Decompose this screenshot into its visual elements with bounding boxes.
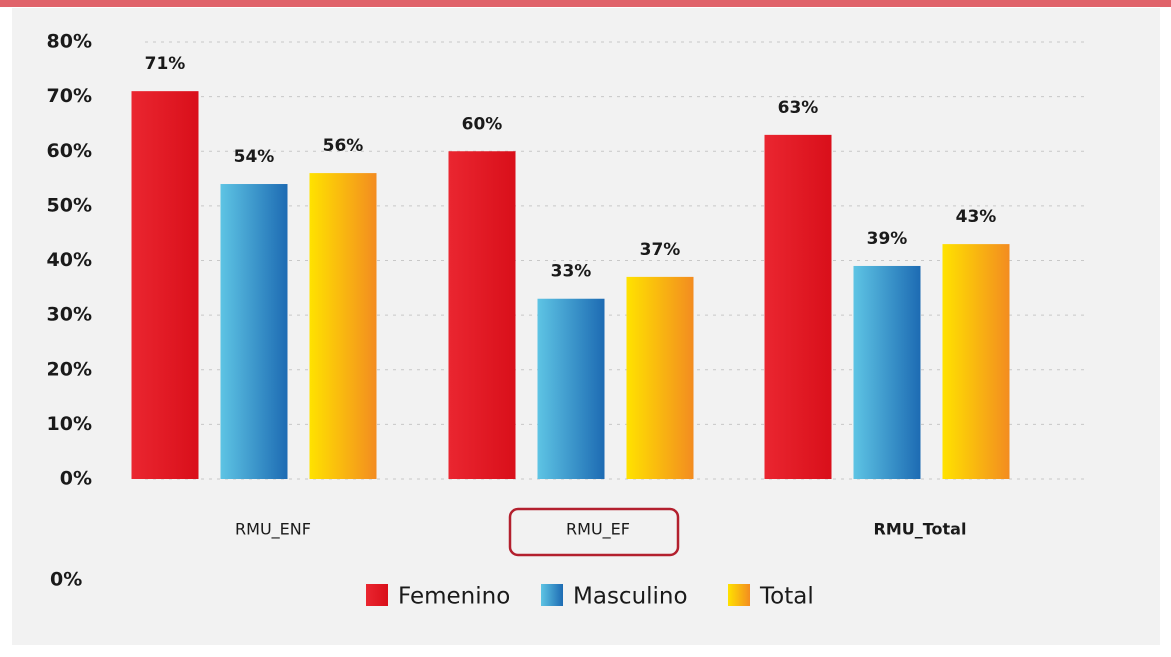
- y-tick-label: 80%: [47, 31, 92, 53]
- y-tick-label: 20%: [47, 358, 92, 380]
- value-label: 33%: [551, 262, 592, 282]
- top-bar: [0, 0, 1171, 7]
- legend-swatch: [541, 584, 563, 606]
- legend-swatch: [366, 584, 388, 606]
- y-tick-label: 60%: [47, 140, 92, 162]
- bar: [448, 151, 516, 479]
- x-tick-label: RMU_EF: [566, 520, 630, 540]
- y-tick-label: 0%: [60, 468, 92, 490]
- x-tick-label: RMU_ENF: [235, 520, 311, 540]
- annotation: 0%: [50, 569, 82, 591]
- value-label: 56%: [323, 136, 364, 156]
- legend-label: Masculino: [573, 584, 688, 610]
- bar: [853, 265, 921, 479]
- y-tick-label: 50%: [47, 194, 92, 216]
- bar: [537, 298, 605, 479]
- y-tick-label: 40%: [47, 249, 92, 271]
- value-label: 54%: [234, 147, 275, 167]
- legend-swatch: [728, 584, 750, 606]
- bar: [131, 91, 199, 479]
- y-tick-label: 30%: [47, 304, 92, 326]
- value-label: 39%: [867, 229, 908, 249]
- y-tick-label: 10%: [47, 413, 92, 435]
- value-label: 63%: [778, 98, 819, 118]
- bar: [626, 276, 694, 479]
- legend-label: Femenino: [398, 584, 510, 610]
- value-label: 43%: [956, 207, 997, 227]
- y-tick-label: 70%: [47, 85, 92, 107]
- legend-label: Total: [759, 584, 814, 610]
- bar: [942, 244, 1010, 479]
- bar: [220, 184, 288, 479]
- value-label: 37%: [640, 240, 681, 260]
- x-tick-label: RMU_Total: [874, 520, 967, 539]
- value-label: 71%: [145, 54, 186, 74]
- value-label: 60%: [462, 114, 503, 134]
- bar: [764, 134, 832, 480]
- highlight-box: [508, 507, 680, 557]
- bar: [309, 173, 377, 479]
